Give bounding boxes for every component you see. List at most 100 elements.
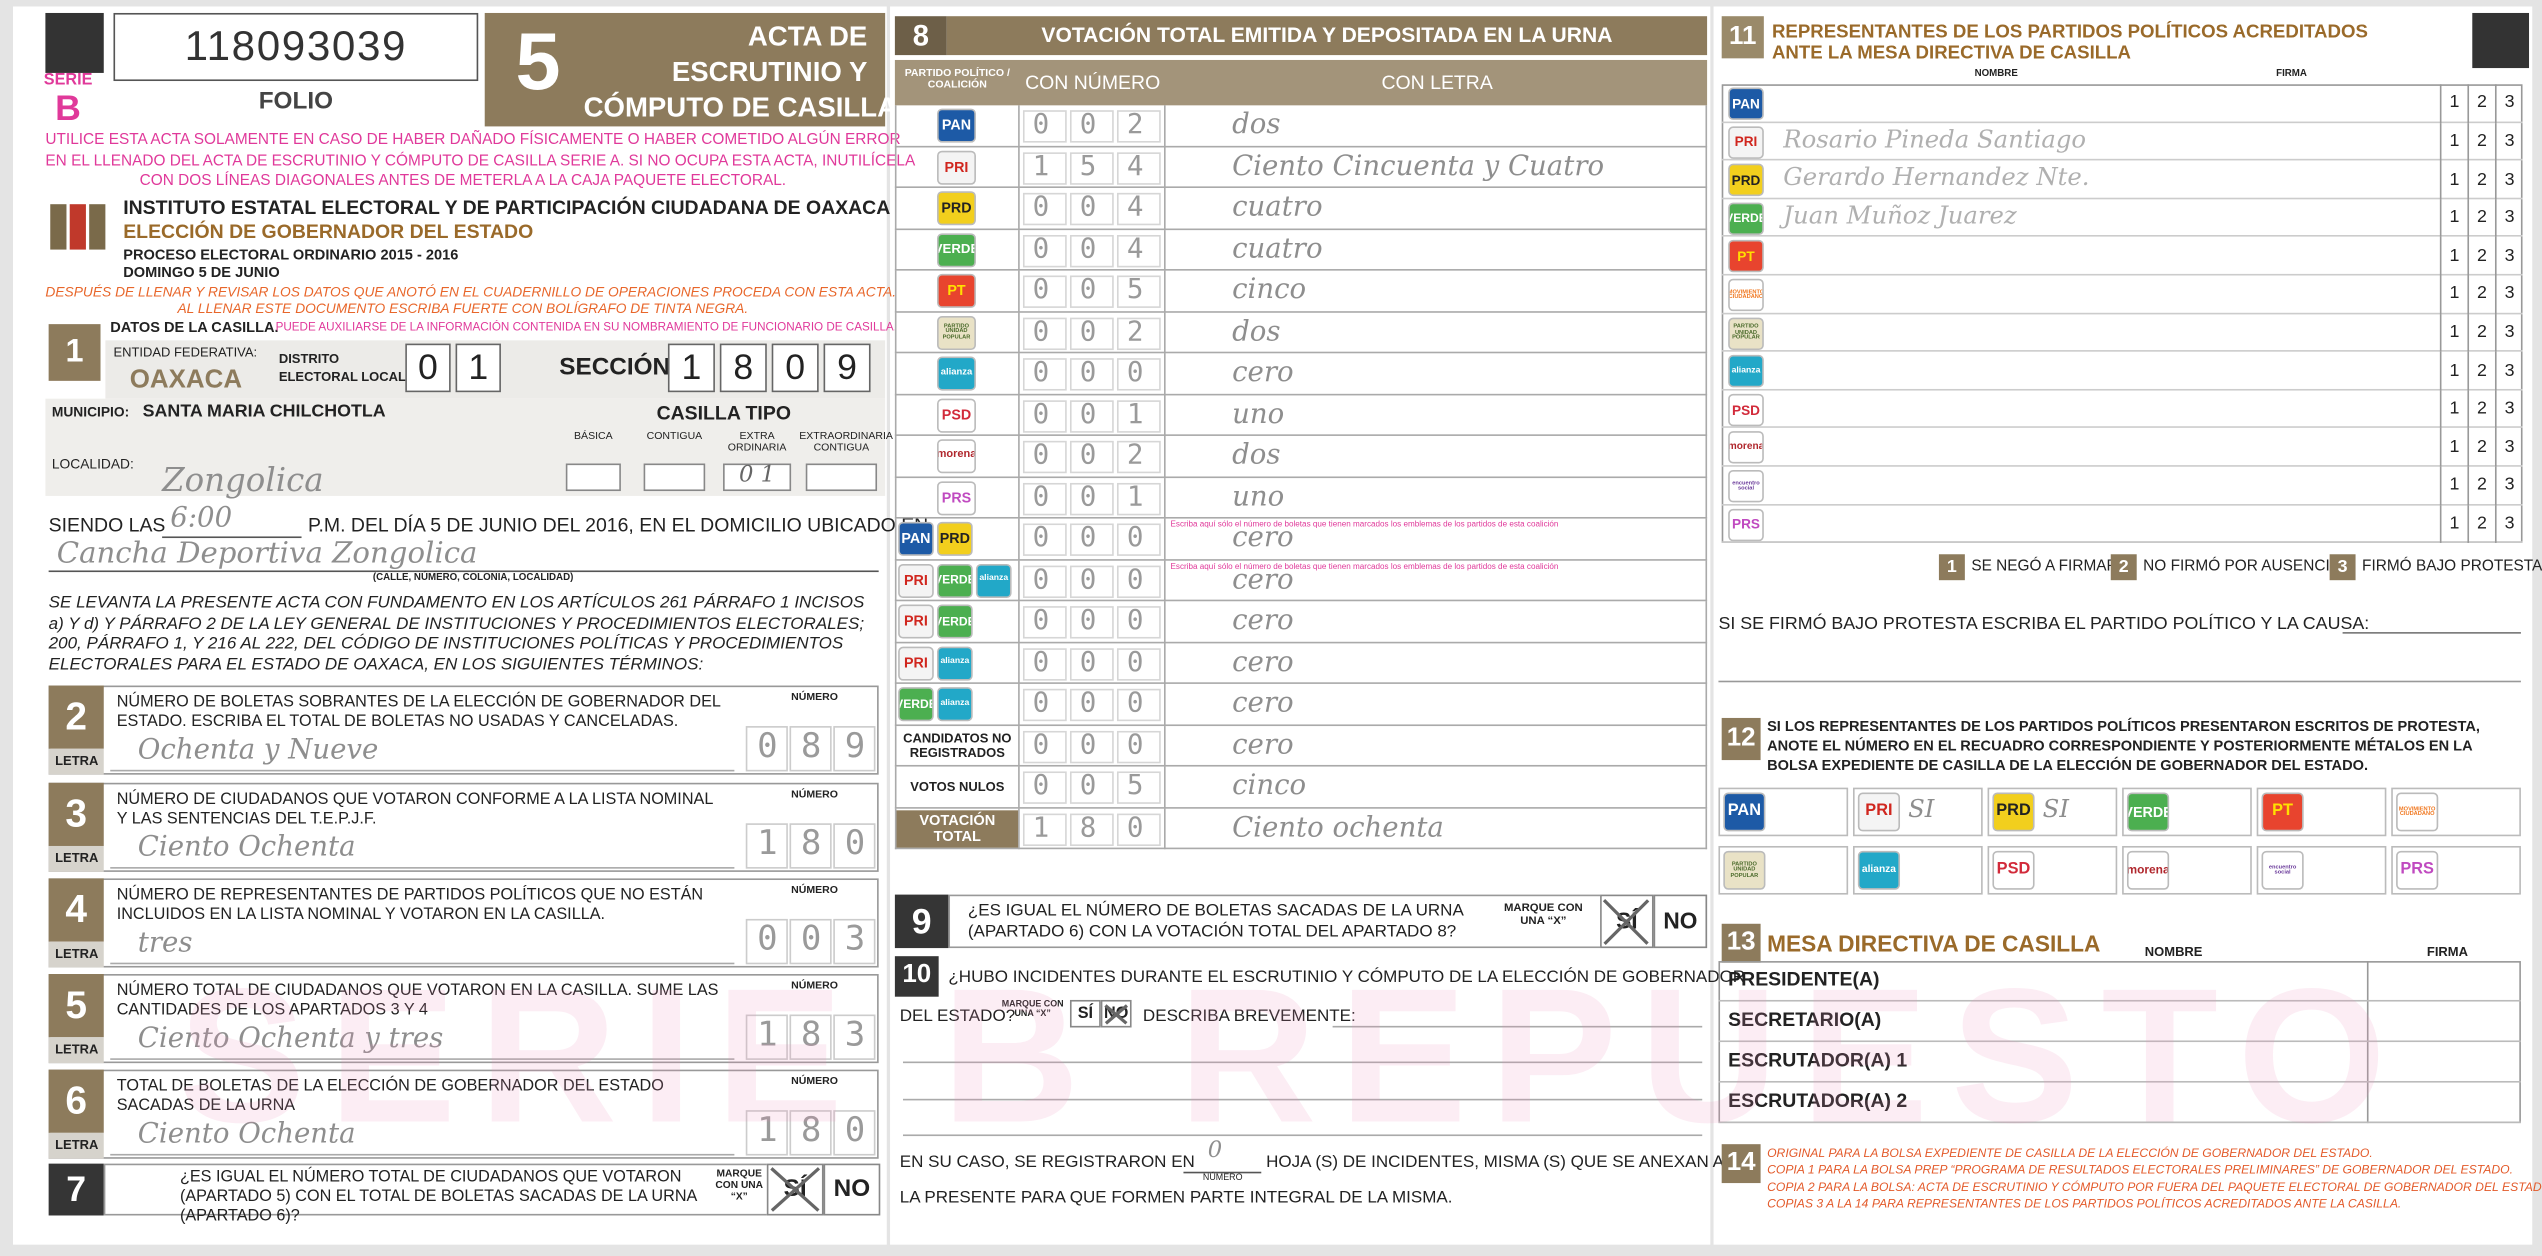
vote-letter: cuatro <box>1232 191 1323 224</box>
vote-number: 000 <box>1032 728 1174 761</box>
protest-cell <box>1987 845 2118 895</box>
digit-box <box>1116 523 1161 556</box>
role-label: SECRETARIO(A) <box>1728 1008 1882 1031</box>
column-line <box>1018 477 1020 519</box>
digit-box <box>1022 358 1067 391</box>
table-row <box>1721 237 2523 276</box>
column-line <box>1164 807 1166 850</box>
sign-option: 3 <box>2494 199 2523 238</box>
digit-box <box>1116 110 1161 143</box>
column-line <box>1018 394 1020 436</box>
answer-option: NO <box>823 1163 881 1216</box>
marque-label: MARQUE CON UNA “X” <box>1001 999 1064 1020</box>
party-logo: VERDE <box>937 604 973 639</box>
section-number: 4 <box>48 878 104 942</box>
incident-text: LA PRESENTE PARA QUE FORMEN PARTE INTEGR… <box>899 1187 1453 1208</box>
numero-label: NÚMERO <box>791 789 838 801</box>
underline <box>902 1098 1703 1101</box>
party-logo: PRD <box>937 191 976 226</box>
party-logo: alianza <box>937 687 973 722</box>
column-line <box>1018 725 1020 767</box>
party-logo: PRD <box>1992 792 2035 832</box>
column-header: CON LETRA <box>1381 71 1493 94</box>
sign-option: 2 <box>2467 275 2495 314</box>
table-row <box>1721 467 2523 505</box>
section-number: 8 <box>894 16 947 56</box>
table-row <box>894 105 1708 147</box>
panel-middle <box>890 6 1711 1245</box>
vote-number: 000 <box>1032 356 1174 389</box>
digit-box <box>1116 358 1161 391</box>
column-header: FIRMA <box>2276 69 2307 80</box>
digit-box <box>1022 110 1067 143</box>
digit-box <box>1116 234 1161 267</box>
protest-cell <box>2256 845 2387 895</box>
digit-box <box>1022 771 1067 804</box>
representative-name: Rosario Pineda Santiago <box>1783 124 2087 154</box>
entidad-value: OAXACA <box>129 366 243 394</box>
protest-cell <box>1852 787 1983 837</box>
section-title: MESA DIRECTIVA DE CASILLA <box>1767 930 2101 957</box>
column-line <box>1018 807 1020 850</box>
localidad-value: Zongolica <box>162 460 324 500</box>
protest-cell <box>1718 787 1849 837</box>
party-logo: PAN <box>937 108 976 143</box>
party-logo: PRD <box>937 521 973 556</box>
role-label: ESCRUTADOR(A) 2 <box>1728 1089 1908 1112</box>
vote-letter: cero <box>1232 521 1294 555</box>
column-line <box>1018 642 1020 684</box>
incident-value: 0 <box>1207 1137 1223 1164</box>
row-label: VOTACIÓN TOTAL <box>896 809 1019 847</box>
table-row <box>1718 1002 2521 1043</box>
table-row <box>894 394 1708 436</box>
party-logo: PAN <box>1728 87 1764 120</box>
digit-box <box>1022 688 1067 722</box>
representative-name: Gerardo Hernandez Nte. <box>1783 162 2090 192</box>
digit-box <box>1069 771 1114 804</box>
party-logo: VERDE <box>898 687 934 722</box>
coalition-note: Escriba aquí sólo el número de boletas q… <box>1170 561 1559 572</box>
count-text: NÚMERO TOTAL DE CIUDADANOS QUE VOTARON E… <box>116 982 719 1020</box>
column-line <box>1018 435 1020 478</box>
distribution-text: ORIGINAL PARA LA BOLSA EXPEDIENTE DE CAS… <box>1767 1145 2373 1161</box>
party-logo: morena <box>937 439 976 474</box>
digit-box <box>1022 647 1067 680</box>
vote-letter: cero <box>1232 687 1294 720</box>
digit-box <box>1069 440 1114 474</box>
digit-box <box>789 726 832 772</box>
table-row <box>894 146 1708 188</box>
party-logo: PRS <box>2396 850 2439 890</box>
party-logo: PSD <box>1728 393 1764 426</box>
table-row <box>1721 390 2523 429</box>
vote-letter: cero <box>1232 563 1294 596</box>
vote-number: 000 <box>1032 521 1174 555</box>
protest-cell <box>1718 845 1849 895</box>
party-logo: PRD <box>1728 163 1764 197</box>
party-logo: alianza <box>1857 850 1901 890</box>
vote-letter: cinco <box>1232 769 1307 803</box>
letra-label: LETRA <box>55 1042 99 1057</box>
legend-text: FIRMÓ BAJO PROTESTA <box>2362 557 2542 576</box>
casilla-box <box>723 463 792 492</box>
column-line <box>1018 270 1020 312</box>
describe-label: DESCRIBA BREVEMENTE: <box>1142 1006 1356 1026</box>
folio-label: FOLIO <box>258 87 333 116</box>
digit-box <box>1116 812 1161 846</box>
section-number: 7 <box>48 1163 104 1216</box>
section-number: 9 <box>894 894 949 949</box>
section-number: 3 <box>48 782 104 846</box>
corner-mark <box>2472 12 2530 69</box>
sign-option: 1 <box>2439 504 2468 544</box>
legend-number: 2 <box>2110 554 2137 581</box>
protest-prompt: SI SE FIRMÓ BAJO PROTESTA ESCRIBA EL PAR… <box>1718 614 2370 634</box>
sign-option: 1 <box>2439 160 2468 199</box>
casilla-box <box>643 463 706 492</box>
answer-option: SÍ <box>1069 999 1101 1028</box>
protest-cell <box>1987 787 2118 837</box>
digit-box <box>1069 564 1114 598</box>
digit-box <box>833 918 876 965</box>
sign-option: 2 <box>2467 504 2495 544</box>
sign-option: 3 <box>2494 275 2523 314</box>
vote-number: 000 <box>1032 645 1174 679</box>
vote-number: 005 <box>1032 769 1174 803</box>
